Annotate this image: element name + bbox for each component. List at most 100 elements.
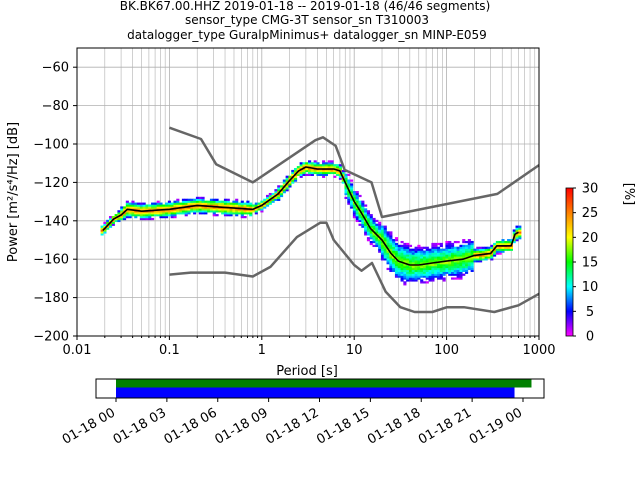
- heatmap-cell: [282, 187, 286, 190]
- heatmap-cell: [372, 217, 376, 221]
- heatmap-cell: [436, 277, 441, 280]
- heatmap-cell: [355, 191, 359, 194]
- heatmap-cell: [117, 212, 121, 215]
- heatmap-cell: [392, 248, 396, 251]
- heatmap-cell: [212, 212, 216, 215]
- heatmap-cell: [453, 260, 457, 263]
- heatmap-cell: [462, 252, 466, 255]
- heatmap-cell: [355, 219, 359, 223]
- heatmap-cell: [170, 216, 174, 219]
- heatmap-cell: [495, 242, 499, 246]
- heatmap-cell: [237, 202, 242, 205]
- heatmap-cell: [364, 227, 368, 230]
- heatmap-cell: [476, 260, 480, 263]
- heatmap-cell: [476, 258, 480, 261]
- heatmap-cell: [417, 273, 421, 276]
- heatmap-cell: [347, 183, 351, 186]
- heatmap-cell: [207, 208, 211, 211]
- heatmap-cell: [431, 242, 435, 246]
- heatmap-cell: [380, 254, 385, 257]
- heatmap-cell: [299, 171, 303, 175]
- heatmap-cell: [434, 256, 438, 259]
- heatmap-cell: [434, 271, 438, 274]
- heatmap-cell: [221, 210, 225, 213]
- heatmap-cell: [403, 250, 407, 253]
- heatmap-cell: [108, 225, 113, 228]
- heatmap-cell: [428, 273, 432, 276]
- heatmap-cell: [308, 164, 312, 167]
- heatmap-cell: [403, 244, 407, 248]
- heatmap-cell: [408, 273, 413, 276]
- heatmap-cell: [159, 202, 163, 205]
- new-low-noise-model: [169, 221, 540, 314]
- heatmap-cell: [350, 192, 354, 196]
- heatmap-cell: [422, 275, 427, 278]
- heatmap-cell: [414, 277, 418, 280]
- heatmap-cell: [156, 200, 160, 203]
- heatmap-cell: [145, 206, 149, 209]
- heatmap-cell: [153, 212, 157, 215]
- heatmap-cell: [434, 258, 438, 261]
- heatmap-cell: [420, 246, 424, 249]
- heatmap-cell: [265, 204, 270, 207]
- heatmap-cell: [453, 271, 457, 274]
- heatmap-cell: [504, 246, 508, 249]
- heatmap-cell: [448, 258, 452, 261]
- timeline-tick-label: 01-18 09: [213, 405, 271, 447]
- heatmap-cell: [195, 200, 200, 203]
- heatmap-cell: [369, 216, 373, 219]
- heatmap-cell: [240, 210, 244, 213]
- heatmap-cell: [451, 273, 455, 276]
- heatmap-cell: [128, 216, 132, 219]
- x-tick-label: 0.1: [159, 343, 180, 358]
- heatmap-cell: [285, 185, 289, 188]
- heatmap-cell: [386, 262, 390, 265]
- heatmap-cell: [518, 231, 522, 234]
- heatmap-cell: [355, 212, 359, 215]
- heatmap-cell: [448, 265, 452, 269]
- heatmap-cell: [417, 248, 421, 251]
- heatmap-cell: [442, 271, 446, 274]
- heatmap-cell: [436, 271, 441, 274]
- heatmap-cell: [431, 271, 435, 274]
- heatmap-cell: [243, 204, 247, 207]
- heatmap-cell: [434, 246, 438, 249]
- heatmap-cell: [515, 239, 519, 242]
- heatmap-cell: [467, 244, 471, 248]
- heatmap-cell: [451, 267, 455, 271]
- heatmap-cell: [364, 214, 368, 217]
- heatmap-cell: [448, 273, 452, 276]
- heatmap-cell: [389, 269, 393, 272]
- heatmap-cell: [162, 210, 166, 213]
- heatmap-cell: [479, 256, 483, 259]
- heatmap-cell: [366, 221, 371, 224]
- heatmap-cell: [173, 208, 177, 211]
- heatmap-cell: [336, 166, 340, 169]
- heatmap-cell: [378, 223, 382, 226]
- heatmap-cell: [495, 252, 499, 255]
- heatmap-cell: [120, 210, 124, 213]
- heatmap-cell: [375, 244, 379, 248]
- heatmap-cell: [456, 262, 460, 265]
- heatmap-cell: [120, 208, 124, 211]
- heatmap-cell: [453, 267, 457, 271]
- heatmap-cell: [246, 206, 250, 209]
- heatmap-cell: [394, 265, 399, 269]
- heatmap-cell: [442, 262, 446, 265]
- heatmap-cell: [406, 248, 410, 251]
- heatmap-cell: [473, 248, 477, 251]
- heatmap-cell: [422, 258, 427, 261]
- heatmap-cell: [212, 202, 216, 205]
- heatmap-cell: [111, 219, 115, 223]
- heatmap-cell: [355, 200, 359, 203]
- heatmap-cell: [378, 221, 382, 224]
- heatmap-cell: [507, 240, 511, 244]
- heatmap-cell: [350, 189, 354, 192]
- heatmap-cell: [310, 171, 314, 175]
- heatmap-cell: [504, 240, 508, 244]
- heatmap-cell: [467, 252, 471, 255]
- heatmap-cell: [148, 208, 152, 211]
- heatmap-cell: [422, 271, 427, 274]
- heatmap-cell: [372, 244, 376, 248]
- heatmap-cell: [223, 200, 228, 203]
